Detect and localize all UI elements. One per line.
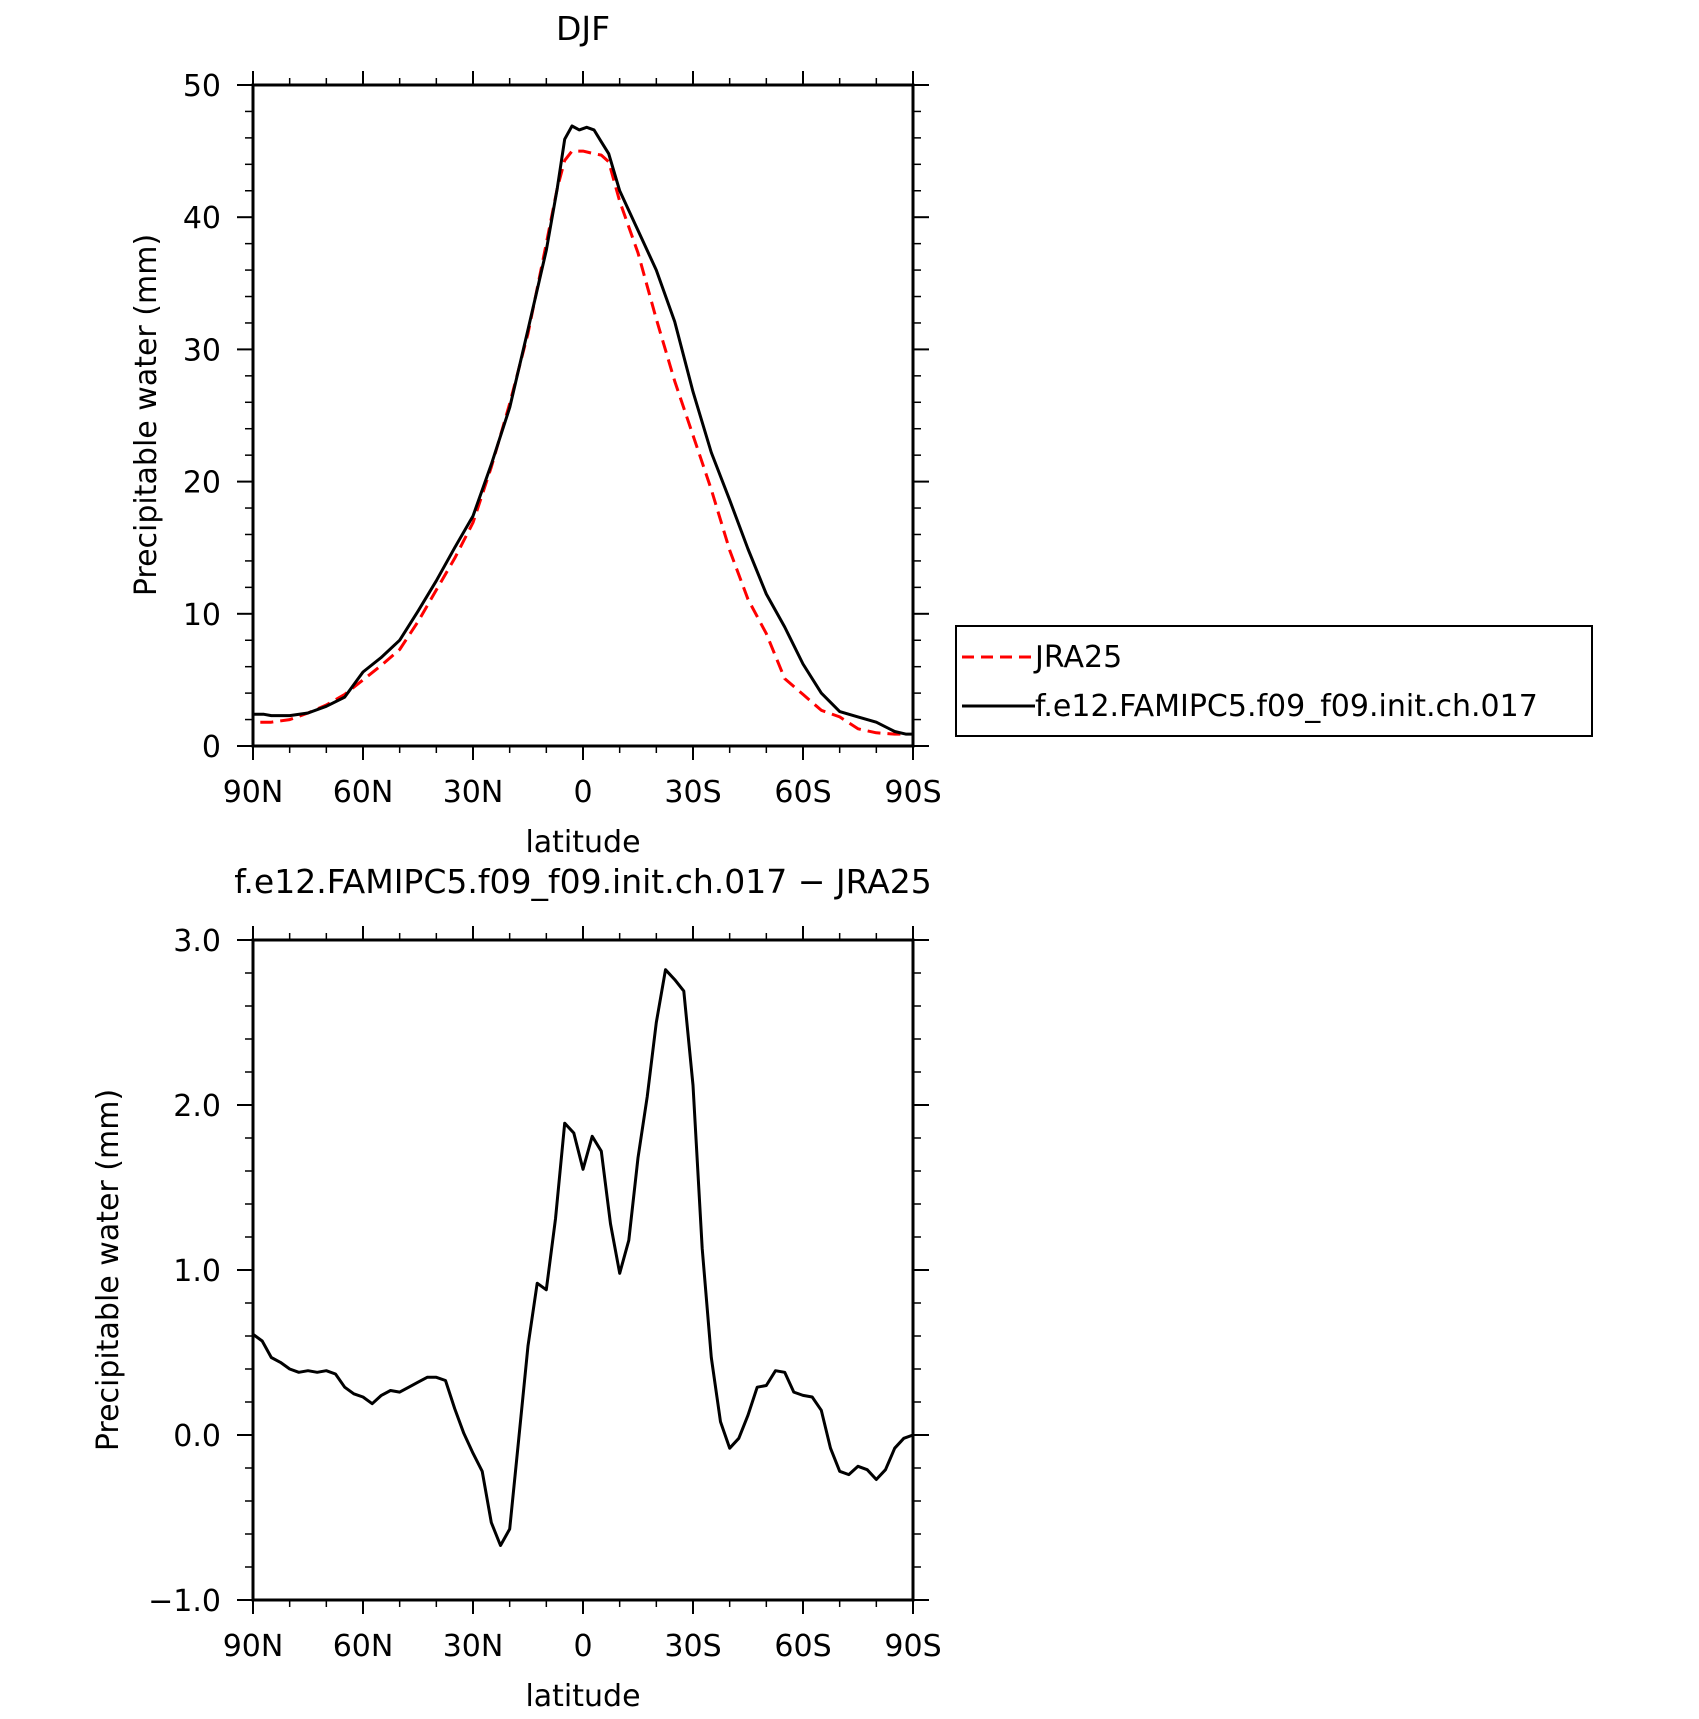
- bottom-y-axis-label: Precipitable water (mm): [91, 1089, 126, 1451]
- top-axis-ticks: 90N 60N 30N 0 30S 60S 90S 0 10 20 30 40 50: [183, 69, 942, 810]
- bottom-series-lines: [252, 968, 914, 1547]
- top-x-tick-label: 60S: [774, 775, 831, 810]
- top-x-tick-label: 30S: [664, 775, 721, 810]
- top-x-tick-label: 90S: [884, 775, 941, 810]
- bottom-axis-ticks: 90N 60N 30N 0 30S 60S 90S −1.0 0.0 1.0 2.0 3.0: [148, 924, 941, 1664]
- bottom-y-tick-label: 0.0: [173, 1419, 221, 1454]
- top-x-tick-label: 90N: [223, 775, 284, 810]
- legend: JRA25 f.e12.FAMIPC5.f09_f09.init.ch.017: [955, 625, 1593, 737]
- legend-label-model: f.e12.FAMIPC5.f09_f09.init.ch.017: [1035, 689, 1538, 724]
- top-x-tick-label: 30N: [443, 775, 504, 810]
- top-x-axis-label: latitude: [525, 825, 640, 860]
- top-y-tick-label: 0: [202, 730, 221, 765]
- bottom-x-tick-label: 30N: [443, 1629, 504, 1664]
- bottom-x-tick-label: 60N: [333, 1629, 394, 1664]
- top-chart-title: DJF: [556, 9, 610, 48]
- bottom-x-tick-label: 90S: [884, 1629, 941, 1664]
- bottom-series-line-0: [252, 968, 914, 1547]
- top-series-lines: [253, 124, 913, 736]
- bottom-panel: f.e12.FAMIPC5.f09_f09.init.ch.017 − JRA2…: [91, 862, 942, 1714]
- top-y-tick-label: 20: [183, 466, 221, 501]
- top-y-tick-label: 40: [183, 201, 221, 236]
- top-panel: DJF 90N 60N 30N 0 30S 60S 90S 0 10 20 30 40 50 latit…: [129, 9, 1593, 860]
- bottom-y-tick-label: 1.0: [173, 1254, 221, 1289]
- bottom-x-tick-label: 30S: [664, 1629, 721, 1664]
- bottom-x-axis-label: latitude: [525, 1679, 640, 1714]
- top-y-axis-label: Precipitable water (mm): [129, 234, 164, 596]
- top-y-tick-label: 10: [183, 598, 221, 633]
- top-series-line-1: [253, 124, 913, 736]
- top-x-tick-label: 60N: [333, 775, 394, 810]
- legend-label-jra25: JRA25: [1033, 640, 1122, 675]
- top-x-tick-label: 0: [573, 775, 592, 810]
- top-series-line-0: [260, 149, 906, 736]
- bottom-y-tick-label: 2.0: [173, 1089, 221, 1124]
- bottom-x-tick-label: 90N: [223, 1629, 284, 1664]
- top-y-tick-label: 30: [183, 333, 221, 368]
- bottom-x-tick-label: 0: [573, 1629, 592, 1664]
- legend-box: [955, 625, 1593, 737]
- bottom-x-tick-label: 60S: [774, 1629, 831, 1664]
- bottom-plot-frame: [251, 938, 915, 1602]
- bottom-y-tick-label: −1.0: [148, 1584, 221, 1619]
- top-y-tick-label: 50: [183, 69, 221, 104]
- top-plot-frame: [251, 83, 915, 748]
- bottom-chart-title: f.e12.FAMIPC5.f09_f09.init.ch.017 − JRA2…: [234, 862, 932, 901]
- bottom-y-tick-label: 3.0: [173, 924, 221, 959]
